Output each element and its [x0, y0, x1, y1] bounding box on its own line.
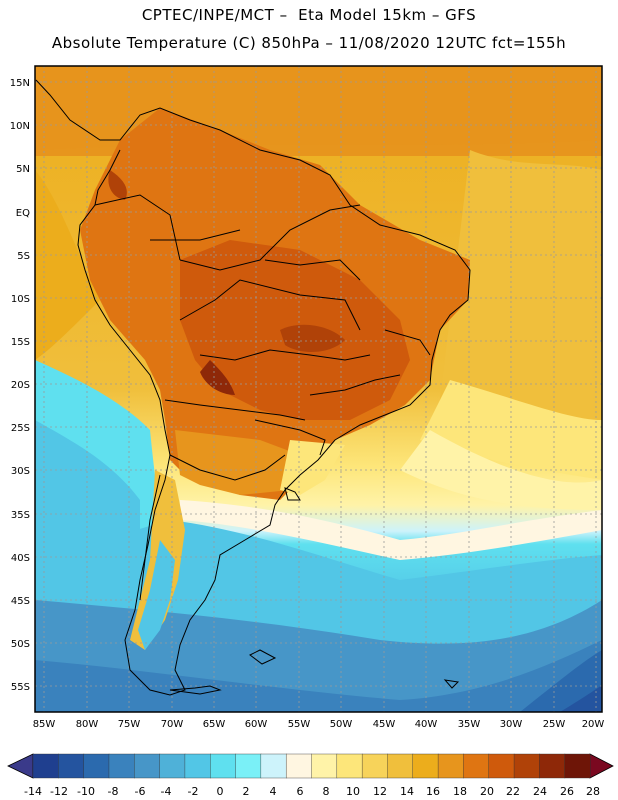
colorbar-label: 4 [270, 785, 277, 798]
colorbar-cell [311, 753, 338, 779]
colorbar-cell [285, 753, 312, 779]
lon-label: 40W [415, 719, 438, 730]
colorbar-label: 6 [297, 785, 304, 798]
colorbar-cell [134, 753, 161, 779]
colorbar-label: -8 [108, 785, 119, 798]
title-line-2: Absolute Temperature (C) 850hPa – 11/08/… [51, 34, 567, 52]
colorbar-label: 18 [453, 785, 467, 798]
lat-label: 25S [11, 423, 30, 434]
longitude-labels: 85W 80W 75W 70W 65W 60W 55W 50W 45W 40W … [33, 719, 605, 730]
colorbar-cell [539, 753, 566, 779]
lat-label: 40S [11, 553, 30, 564]
colorbar-cell [210, 753, 237, 779]
colorbar-cell [437, 753, 464, 779]
colorbar-cell [564, 753, 591, 779]
lon-label: 50W [330, 719, 353, 730]
colorbar-cell [235, 753, 262, 779]
lon-label: 70W [161, 719, 184, 730]
colorbar-label: 8 [323, 785, 330, 798]
temperature-field [35, 66, 602, 712]
coastline [35, 79, 471, 696]
lat-label: 10N [10, 121, 30, 132]
colorbar-label: 24 [533, 785, 547, 798]
colorbar-label: 12 [373, 785, 387, 798]
colorbar-cell [260, 753, 287, 779]
lat-label: 35S [11, 510, 30, 521]
colorbar-cell [361, 753, 388, 779]
map-frame [34, 65, 603, 713]
lat-label: 5N [16, 164, 30, 175]
lon-label: 55W [288, 719, 311, 730]
colorbar-label: -2 [188, 785, 199, 798]
colorbar-min-arrow [7, 753, 34, 779]
lat-label: EQ [16, 208, 30, 219]
lat-label: 55S [11, 682, 30, 693]
lon-label: 75W [118, 719, 141, 730]
colorbar-cell [463, 753, 490, 779]
lat-label: 20S [11, 380, 30, 391]
colorbar-cell [83, 753, 110, 779]
latitude-labels: 15N 10N 5N EQ 5S 10S 15S 20S 25S 30S 35S… [10, 78, 30, 693]
colorbar-cell [108, 753, 135, 779]
colorbar-label: 14 [400, 785, 414, 798]
colorbar-max-arrow [589, 753, 614, 779]
colorbar-label: -10 [77, 785, 95, 798]
colorbar-cell [32, 753, 59, 779]
lon-label: 45W [373, 719, 396, 730]
colorbar-label: 16 [426, 785, 440, 798]
colorbar-label: -4 [161, 785, 172, 798]
colorbar: -14 -12 -10 -8 -6 -4 -2 0 2 4 6 8 10 12 … [7, 753, 614, 798]
colorbar-label: 0 [217, 785, 224, 798]
colorbar-cell [488, 753, 515, 779]
lat-label: 15N [10, 78, 30, 89]
lon-label: 30W [500, 719, 523, 730]
lat-label: 10S [11, 294, 30, 305]
lon-label: 25W [543, 719, 566, 730]
colorbar-cell [184, 753, 211, 779]
colorbar-cell [513, 753, 540, 779]
colorbar-label: 2 [243, 785, 250, 798]
lon-label: 80W [76, 719, 99, 730]
colorbar-cell [58, 753, 85, 779]
colorbar-label: -12 [50, 785, 68, 798]
colorbar-cell [159, 753, 186, 779]
lat-label: 5S [17, 251, 30, 262]
lon-label: 60W [245, 719, 268, 730]
lon-label: 85W [33, 719, 56, 730]
lat-label: 30S [11, 466, 30, 477]
colorbar-label: 28 [586, 785, 600, 798]
colorbar-label: 20 [480, 785, 494, 798]
lat-label: 45S [11, 596, 30, 607]
colorbar-cell [336, 753, 363, 779]
lon-label: 35W [458, 719, 481, 730]
colorbar-label: 26 [560, 785, 574, 798]
colorbar-label: -14 [24, 785, 42, 798]
lat-label: 15S [11, 337, 30, 348]
colorbar-cell [387, 753, 414, 779]
title-line-1: CPTEC/INPE/MCT – Eta Model 15km – GFS [141, 6, 477, 24]
lon-label: 20W [582, 719, 605, 730]
lon-label: 65W [203, 719, 226, 730]
colorbar-cell [412, 753, 439, 779]
colorbar-label: 22 [506, 785, 520, 798]
lat-label: 50S [11, 639, 30, 650]
colorbar-label: 10 [346, 785, 360, 798]
colorbar-label: -6 [135, 785, 146, 798]
